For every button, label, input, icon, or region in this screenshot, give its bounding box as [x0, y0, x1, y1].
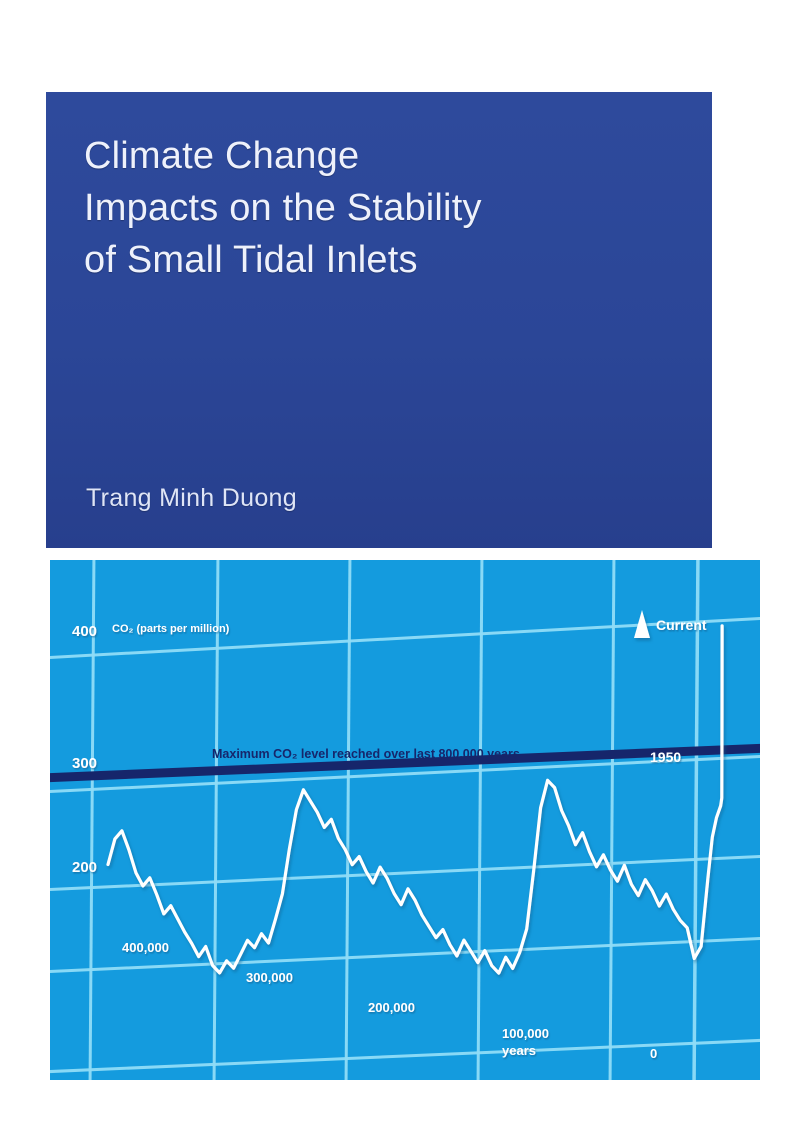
x-tick-200000: 200,000 [368, 1000, 415, 1015]
y-tick-200: 200 [72, 859, 97, 876]
author-name: Trang Minh Duong [86, 484, 297, 512]
x-tick-0: 0 [650, 1046, 657, 1061]
x-tick-400000: 400,000 [122, 940, 169, 955]
title-line-3: of Small Tidal Inlets [84, 239, 418, 281]
chart-gridlines [50, 560, 760, 1080]
y-tick-400: 400 [72, 623, 97, 640]
up-arrow-icon [634, 610, 650, 638]
title-line-1: Climate Change [84, 135, 360, 177]
co2-chart-panel: 400 300 200 CO₂ (parts per million) Maxi… [50, 560, 760, 1080]
chart-background [50, 560, 760, 1080]
title-line-2: Impacts on the Stability [84, 187, 482, 229]
x-tick-300000: 300,000 [246, 970, 293, 985]
current-marker-group: Current [634, 610, 707, 638]
current-marker-label: Current [656, 617, 707, 633]
gridline-x-0 [692, 560, 700, 1080]
y-tick-300: 300 [72, 755, 97, 772]
y-axis-tick-labels: 400 300 200 [72, 623, 97, 876]
author-block: Trang Minh Duong [86, 484, 297, 513]
x-tick-100000: 100,000 years [502, 1026, 553, 1058]
x-axis-tick-labels: 400,000 300,000 200,000 100,000 years 0 [122, 940, 657, 1061]
gridline-x-100000 [608, 560, 616, 1080]
gridline-x-left-edge [88, 560, 96, 1080]
gridline-y-300 [50, 754, 760, 794]
book-title: Climate Change Impacts on the Stability … [84, 130, 684, 286]
gridline-x-400000 [212, 560, 220, 1080]
gridline-y-400 [50, 617, 760, 659]
year-1950-label: 1950 [650, 749, 681, 765]
co2-curve [106, 624, 724, 975]
gridline-x-300000 [344, 560, 352, 1080]
y-axis-label: CO₂ (parts per million) [112, 623, 230, 635]
max-co2-threshold-label: Maximum CO₂ level reached over last 800,… [212, 747, 520, 761]
gridline-y-250 [50, 854, 760, 892]
gridline-y-200 [50, 936, 760, 974]
co2-chart: 400 300 200 CO₂ (parts per million) Maxi… [50, 560, 760, 1080]
gridline-x-200000 [476, 560, 484, 1080]
max-co2-threshold-line [50, 743, 760, 783]
title-panel: Climate Change Impacts on the Stability … [46, 92, 712, 548]
gridline-y-150 [50, 1038, 760, 1074]
